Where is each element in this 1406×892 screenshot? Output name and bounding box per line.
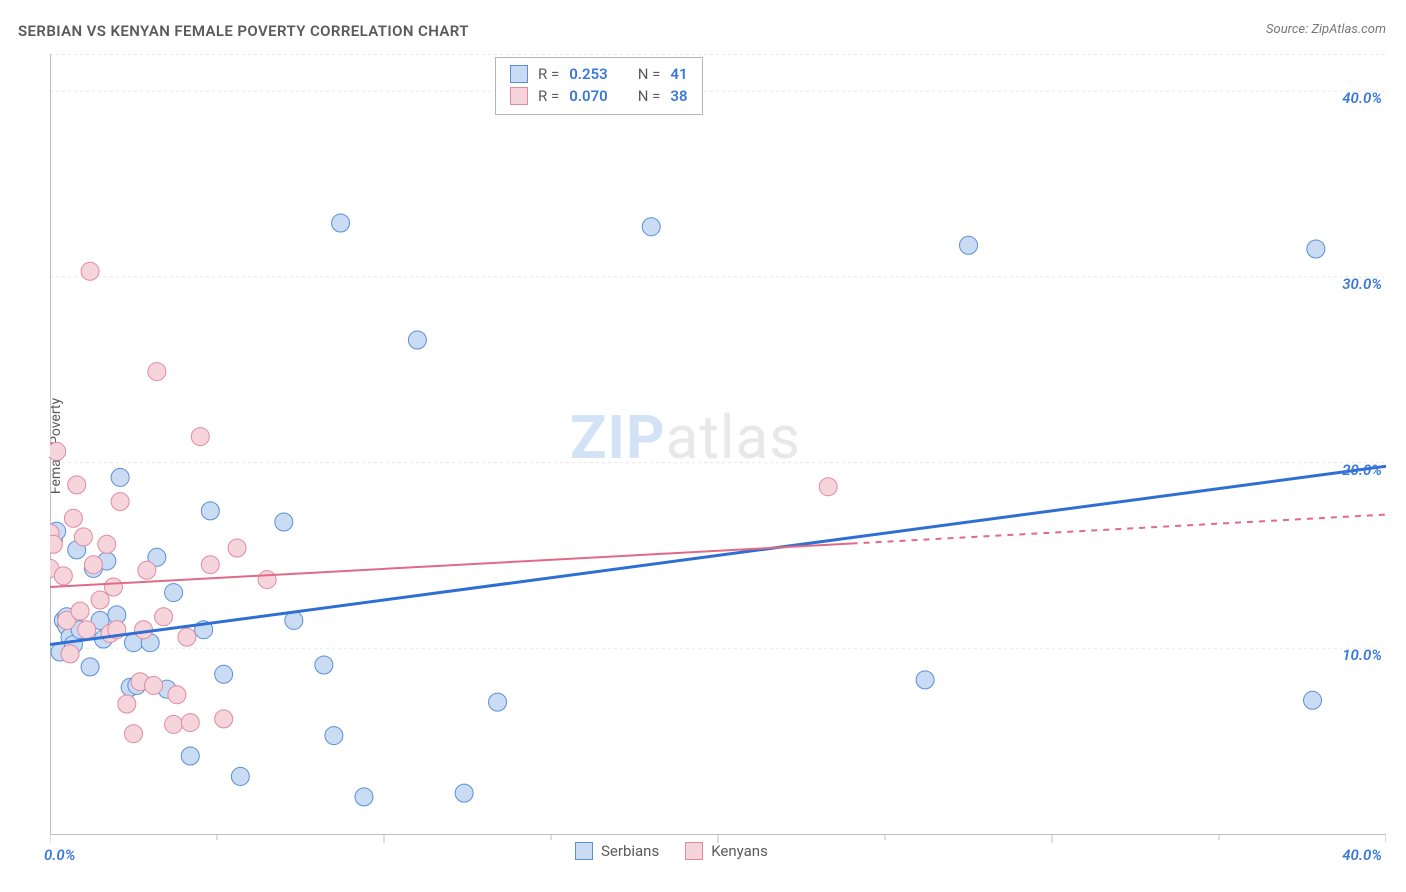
kenyans-marker xyxy=(228,539,246,557)
kenyans-marker xyxy=(118,695,136,713)
y-tick-label: 40.0% xyxy=(1342,89,1382,107)
stat-n-value: 38 xyxy=(670,85,687,107)
serbians-marker xyxy=(960,236,978,254)
kenyans-legend-label: Kenyans xyxy=(711,842,768,860)
stat-r-value: 0.253 xyxy=(569,63,608,85)
stat-n-value: 41 xyxy=(670,63,687,85)
source-prefix: Source: xyxy=(1266,22,1311,37)
serbians-marker xyxy=(455,784,473,802)
kenyans-marker xyxy=(84,556,102,574)
serbians-marker xyxy=(332,214,350,232)
x-tick-label: 40.0% xyxy=(1342,846,1382,864)
kenyans-marker xyxy=(50,442,66,460)
serbians-marker xyxy=(231,767,249,785)
chart-title: SERBIAN VS KENYAN FEMALE POVERTY CORRELA… xyxy=(18,22,469,40)
kenyans-marker xyxy=(178,628,196,646)
stat-r-label: R = xyxy=(538,85,559,107)
stats-row-kenyans: R = 0.070 N = 38 xyxy=(510,85,688,107)
serbians-marker xyxy=(408,331,426,349)
source-name: ZipAtlas.com xyxy=(1311,22,1386,37)
stat-r-value: 0.070 xyxy=(569,85,608,107)
kenyans-marker xyxy=(64,509,82,527)
kenyans-marker xyxy=(181,714,199,732)
serbians-marker xyxy=(325,727,343,745)
kenyans-marker xyxy=(91,591,109,609)
kenyans-trendline-dash xyxy=(852,515,1386,544)
y-tick-label: 10.0% xyxy=(1342,646,1382,664)
stat-n-label: N = xyxy=(638,85,661,107)
kenyans-marker xyxy=(111,493,129,511)
kenyans-marker xyxy=(155,608,173,626)
serbians-marker xyxy=(111,468,129,486)
serbians-marker xyxy=(916,671,934,689)
serbians-marker xyxy=(181,747,199,765)
serbians-marker xyxy=(642,218,660,236)
kenyans-marker xyxy=(148,363,166,381)
serbians-marker xyxy=(215,665,233,683)
kenyans-marker xyxy=(61,645,79,663)
kenyans-marker xyxy=(68,476,86,494)
x-tick-label: 0.0% xyxy=(44,846,75,864)
kenyans-marker xyxy=(74,528,92,546)
kenyans-marker xyxy=(191,428,209,446)
plot-area: ZIPatlas R =0.253N =41R =0.070N =38 10.0… xyxy=(50,54,1386,834)
serbians-marker xyxy=(201,502,219,520)
kenyans-marker xyxy=(165,715,183,733)
stat-n-label: N = xyxy=(638,63,661,85)
kenyans-marker xyxy=(138,561,156,579)
kenyans-marker xyxy=(71,602,89,620)
serbians-marker xyxy=(275,513,293,531)
serbians-marker xyxy=(1304,691,1322,709)
kenyans-legend-swatch xyxy=(685,842,703,860)
kenyans-marker xyxy=(125,725,143,743)
stat-r-label: R = xyxy=(538,63,559,85)
serbians-marker xyxy=(489,693,507,711)
chart-source: Source: ZipAtlas.com xyxy=(1266,22,1386,37)
serbians-marker xyxy=(315,656,333,674)
serbians-legend-label: Serbians xyxy=(601,842,659,860)
kenyans-marker xyxy=(78,621,96,639)
kenyans-marker xyxy=(54,567,72,585)
chart-svg xyxy=(50,54,1386,864)
serbians-marker xyxy=(81,658,99,676)
kenyans-marker xyxy=(201,556,219,574)
series-legend: Serbians Kenyans xyxy=(575,842,786,860)
stats-legend-box: R = 0.253 N = 41 R = 0.070 N = 38 xyxy=(495,57,703,115)
y-tick-label: 30.0% xyxy=(1342,275,1382,293)
kenyans-marker xyxy=(81,262,99,280)
serbians-swatch xyxy=(510,65,528,83)
kenyans-marker xyxy=(98,535,116,553)
serbians-legend-swatch xyxy=(575,842,593,860)
kenyans-marker xyxy=(258,571,276,589)
kenyans-swatch xyxy=(510,87,528,105)
kenyans-trendline xyxy=(50,544,852,587)
serbians-marker xyxy=(165,584,183,602)
serbians-marker xyxy=(1307,240,1325,258)
kenyans-marker xyxy=(145,676,163,694)
kenyans-marker xyxy=(135,621,153,639)
serbians-marker xyxy=(355,788,373,806)
kenyans-marker xyxy=(215,710,233,728)
serbians-trendline xyxy=(50,466,1386,644)
stats-row-serbians: R = 0.253 N = 41 xyxy=(510,63,688,85)
kenyans-marker xyxy=(819,478,837,496)
kenyans-marker xyxy=(104,578,122,596)
y-tick-label: 20.0% xyxy=(1342,461,1382,479)
kenyans-marker xyxy=(168,686,186,704)
